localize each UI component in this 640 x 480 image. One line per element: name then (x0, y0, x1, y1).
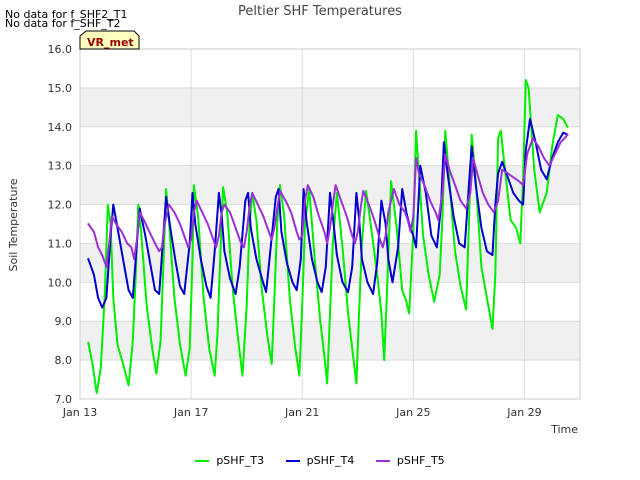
legend-swatch-pshf-t3 (195, 460, 210, 462)
y-tick-label: 9.0 (55, 315, 73, 328)
y-tick-label: 13.0 (48, 160, 73, 173)
legend-swatch-pshf-t5 (375, 460, 390, 462)
y-tick-label: 14.0 (48, 121, 73, 134)
x-tick-label: Jan 29 (506, 406, 541, 419)
plot-band (80, 243, 580, 283)
y-tick-label: 11.0 (48, 237, 73, 250)
series-line-pshf-t4 (87, 118, 569, 309)
series-line-pshf-t5 (87, 133, 569, 268)
legend-swatch-pshf-t4 (285, 460, 300, 462)
x-tick-label: Jan 17 (173, 406, 208, 419)
legend: pSHF_T3 pSHF_T4 pSHF_T5 (0, 454, 640, 467)
y-tick-label: 16.0 (48, 43, 73, 56)
x-axis-tick-labels: Jan 13 Jan 17 Jan 21 Jan 25 Jan 29 (62, 406, 542, 419)
series-line-pshf-t3 (87, 79, 569, 395)
chart-title: Peltier SHF Temperatures (238, 4, 402, 19)
plot-frame (79, 48, 581, 400)
legend-item-pshf-t3: pSHF_T3 (195, 454, 264, 467)
legend-label-pshf-t3: pSHF_T3 (216, 454, 265, 467)
legend-item-pshf-t4: pSHF_T4 (285, 454, 355, 467)
y-axis-tick-labels: 7.0 8.0 9.0 10.0 11.0 12.0 13.0 14.0 15.0 16.0 (48, 43, 73, 406)
legend-item-pshf-t5: pSHF_T5 (375, 454, 445, 467)
data-series-group (87, 79, 569, 395)
y-tick-label: 7.0 (55, 393, 73, 406)
x-tick-label: Jan 13 (62, 406, 97, 419)
no-data-note-1: No data for f_SHF2_T1 (5, 8, 128, 21)
plot-band (80, 87, 580, 127)
legend-label-pshf-t4: pSHF_T4 (306, 454, 355, 467)
y-tick-label: 12.0 (48, 199, 73, 212)
y-axis-label: Soil Temperature (7, 178, 20, 271)
badge-shape (79, 30, 140, 50)
y-tick-label: 8.0 (55, 354, 73, 367)
x-tick-label: Jan 21 (284, 406, 319, 419)
badge-label: VR_met (87, 36, 134, 49)
legend-label-pshf-t5: pSHF_T5 (396, 454, 445, 467)
x-tick-label: Jan 25 (395, 406, 430, 419)
y-tick-label: 10.0 (48, 276, 73, 289)
y-tick-label: 15.0 (48, 82, 73, 95)
vr-met-badge: VR_met (79, 30, 140, 50)
x-axis-label: Time (550, 423, 578, 436)
no-data-note-2: No data for f_SHF_T2 (5, 17, 121, 30)
